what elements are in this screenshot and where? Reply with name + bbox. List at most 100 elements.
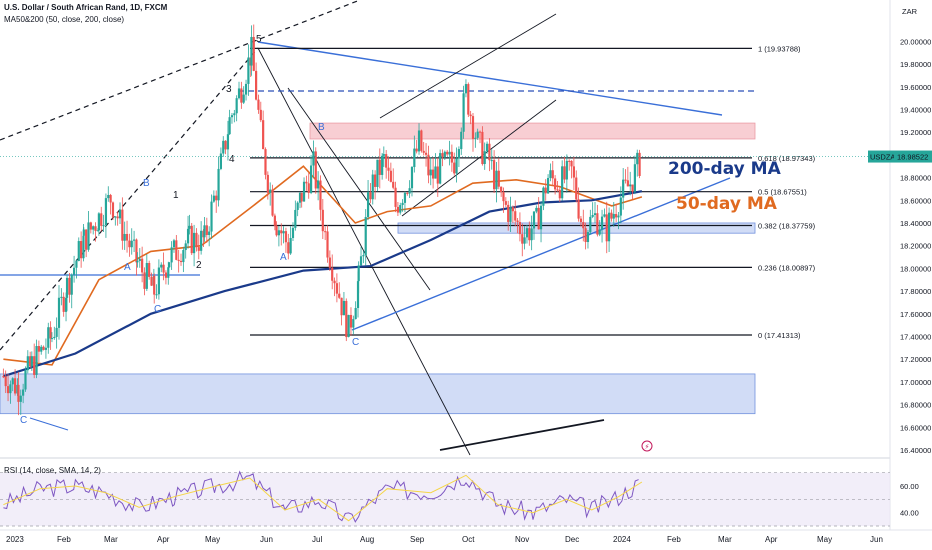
candle-body	[203, 225, 206, 238]
fib-label-4: 0.236 (18.00897)	[758, 263, 816, 272]
candle-body	[551, 170, 554, 179]
candle-body	[345, 300, 348, 338]
candle-body	[584, 228, 587, 243]
price-tick: 16.60000	[900, 423, 931, 432]
candle-body	[182, 250, 185, 263]
candle-body	[217, 168, 220, 201]
time-label: Jun	[870, 535, 883, 544]
candle-body	[177, 259, 180, 261]
candle-body	[179, 260, 183, 263]
candle-body	[629, 184, 632, 187]
time-label: Feb	[57, 535, 71, 544]
candle-body	[212, 195, 215, 202]
fib-label-1: 0.618 (18.97343)	[758, 154, 816, 163]
candle-body	[190, 225, 193, 254]
candle-body	[17, 384, 20, 402]
candle-body	[605, 214, 608, 242]
candle-body	[30, 356, 33, 367]
candle-body	[504, 201, 507, 205]
falling-channel-lower	[287, 87, 431, 291]
candle-body	[188, 225, 191, 229]
candle-body	[385, 154, 388, 168]
candle-body	[208, 231, 211, 236]
last-price-bg	[894, 150, 932, 163]
candle-body	[96, 230, 99, 232]
candle-body	[22, 389, 25, 396]
price-tick: 20.00000	[900, 37, 931, 46]
candle-body	[35, 346, 38, 375]
candle-body	[464, 84, 468, 94]
candle-body	[532, 211, 536, 229]
wave-label: 2	[196, 260, 202, 271]
candle-body	[300, 192, 303, 202]
candle-body	[273, 215, 276, 226]
candle-body	[389, 170, 392, 182]
candle-body	[49, 327, 52, 339]
candle-body	[535, 207, 538, 212]
candle-body	[558, 189, 561, 199]
price-tick: 17.00000	[900, 378, 931, 387]
candle-body	[362, 255, 365, 257]
falling-channel-upper	[257, 47, 471, 456]
candle-body	[406, 192, 409, 194]
candle-body	[85, 229, 88, 250]
wave-label: 4	[229, 154, 235, 165]
fib-label-3: 0.382 (18.37759)	[758, 222, 816, 231]
candle-body	[516, 220, 519, 222]
symbol-tag: USDZAR	[870, 153, 901, 162]
candle-body	[150, 276, 153, 286]
candle-body	[44, 347, 48, 350]
candle-body	[82, 235, 85, 259]
candle-body	[607, 212, 611, 242]
candle-body	[160, 264, 163, 268]
candle-body	[53, 336, 56, 339]
candle-body	[296, 202, 299, 210]
candle-body	[62, 296, 65, 312]
candle-body	[420, 130, 423, 151]
candle-body	[469, 114, 472, 117]
candle-body	[401, 202, 404, 206]
candle-body	[228, 117, 231, 135]
candle-body	[192, 232, 196, 254]
wave-label: C	[154, 304, 161, 315]
candle-body	[603, 214, 606, 217]
candle-body	[636, 152, 639, 165]
candle-body	[474, 137, 477, 139]
candle-body	[568, 160, 571, 162]
fib-label-0: 1 (19.93788)	[758, 44, 801, 53]
candle-body	[481, 131, 484, 165]
candle-body	[476, 131, 479, 138]
candle-body	[376, 159, 379, 187]
candle-body	[280, 230, 283, 234]
candle-body	[631, 184, 634, 192]
candle-body	[153, 275, 156, 295]
candle-body	[338, 293, 341, 298]
candle-body	[525, 228, 529, 238]
currency-label: ZAR	[902, 7, 918, 16]
candle-body	[118, 209, 122, 219]
candle-body	[572, 166, 575, 178]
candle-body	[615, 213, 618, 218]
candle-body	[123, 233, 126, 241]
candle-body	[111, 202, 115, 218]
candle-body	[507, 204, 510, 222]
candle-body	[521, 234, 524, 244]
candle-body	[97, 213, 100, 231]
candle-body	[356, 281, 360, 309]
time-label: Mar	[718, 535, 732, 544]
candle-body	[624, 179, 627, 181]
candle-body	[26, 356, 29, 371]
candle-body	[29, 356, 32, 367]
candle-body	[121, 209, 124, 241]
candle-body	[136, 260, 139, 263]
candle-body	[57, 297, 61, 328]
candle-body	[542, 187, 545, 206]
series-50-day-ma	[3, 165, 643, 366]
candle-body	[471, 116, 475, 139]
candle-body	[289, 237, 292, 254]
candle-body	[164, 272, 168, 278]
candle-body	[82, 229, 85, 236]
candle-body	[205, 225, 208, 236]
zone-resistance	[309, 122, 756, 140]
